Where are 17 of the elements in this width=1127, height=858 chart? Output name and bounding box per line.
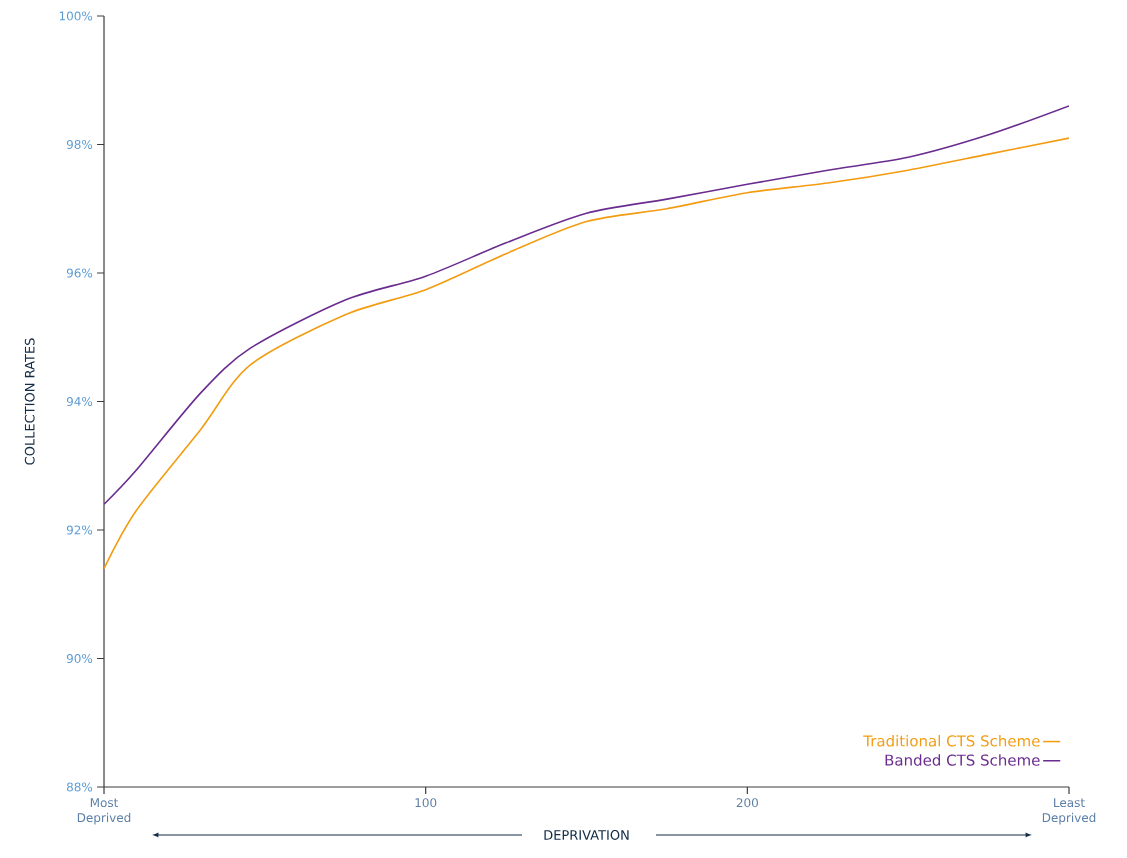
- y-tick-label: 94%: [66, 396, 93, 407]
- y-tick-label: 96%: [66, 268, 93, 278]
- x-tick-label: Most Deprived: [77, 798, 131, 825]
- x-tick-label: Least Deprived: [1042, 798, 1096, 825]
- legend-label: Traditional CTS Scheme: [863, 734, 1040, 747]
- y-tick-label: 88%: [66, 782, 93, 792]
- y-tick-label: 90%: [66, 653, 93, 664]
- line-series: [104, 105, 1069, 506]
- x-tick-label: 100: [415, 798, 437, 808]
- line-series: [104, 137, 1069, 570]
- y-tick-label: 92%: [66, 525, 93, 535]
- x-tick-label: 200: [736, 798, 758, 808]
- y-axis-title: COLLECTION RATES: [24, 338, 35, 465]
- legend-label: Banded CTS Scheme: [885, 754, 1040, 766]
- y-tick-label: 98%: [66, 139, 93, 150]
- y-tick-label: 100%: [59, 11, 93, 21]
- x-axis-title: DEPRIVATION: [544, 830, 629, 840]
